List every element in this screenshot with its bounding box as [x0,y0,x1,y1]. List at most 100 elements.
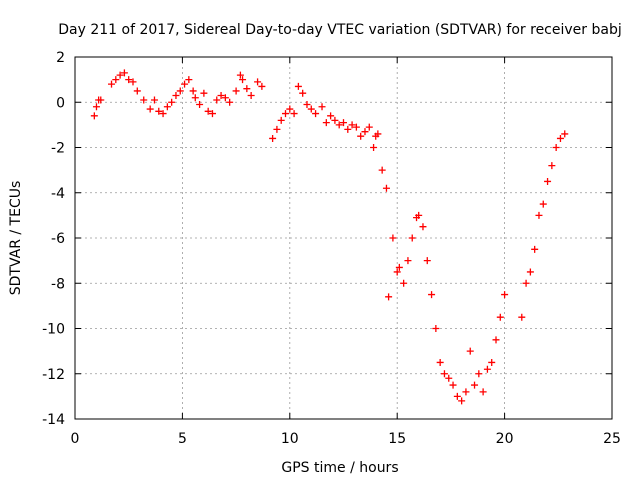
data-point [335,121,343,129]
data-point [445,374,453,382]
data-point [286,105,294,113]
chart-title: Day 211 of 2017, Sidereal Day-to-day VTE… [58,22,621,38]
data-point [548,162,556,170]
data-point [348,121,356,129]
data-marks [90,69,569,405]
data-point [428,291,436,299]
y-tick-label: 0 [56,95,65,111]
data-point [294,82,302,90]
grid [75,57,612,419]
data-point [307,105,315,113]
data-point [303,101,311,109]
y-tick-label: -6 [51,231,65,247]
data-point [120,69,128,77]
data-point [449,381,457,389]
data-point [232,87,240,95]
x-axis-label: GPS time / hours [281,460,398,476]
data-point [400,279,408,287]
y-tick-label: -10 [42,322,65,338]
x-tick-label: 0 [71,431,80,447]
data-point [155,107,163,115]
data-point [561,130,569,138]
y-tick-label: -2 [51,141,65,157]
axis-ticks: 0 5 10 15 20 25 -14 -12 -10 -8 -6 -4 -2 0 2 [42,50,621,447]
y-axis-label: SDTVAR / TECUs [8,181,24,296]
data-point [479,388,487,396]
data-point [539,200,547,208]
data-point [475,370,483,378]
data-point [462,388,470,396]
data-point [226,98,234,106]
data-point [389,234,397,242]
data-point [471,381,479,389]
data-point [312,110,320,118]
data-point [185,76,193,84]
data-point [318,103,326,111]
data-point [404,257,412,265]
data-point [440,370,448,378]
data-point [191,94,199,102]
data-point [176,87,184,95]
data-point [140,96,148,104]
data-point [172,91,180,99]
data-point [90,112,98,120]
data-point [370,144,378,151]
data-point [423,257,431,265]
data-point [282,110,290,118]
data-point [189,87,197,95]
data-point [200,89,208,97]
data-point [419,223,427,231]
data-point [458,397,466,405]
data-point [483,365,491,373]
data-point [357,132,365,140]
data-point [385,293,393,301]
data-point [393,268,401,276]
data-point [436,358,444,366]
y-tick-label: -14 [42,412,65,428]
data-point [129,78,137,86]
data-point [196,101,204,109]
data-point [204,107,212,115]
data-point [146,105,154,113]
data-point [290,110,298,118]
data-point [181,80,189,88]
data-point [112,76,120,84]
data-point [361,128,369,136]
x-tick-label: 5 [178,431,187,447]
data-point [344,125,352,133]
x-tick-label: 25 [603,431,621,447]
data-point [273,125,281,133]
data-point [213,96,221,104]
data-point [208,110,216,118]
x-tick-label: 15 [388,431,406,447]
data-point [556,134,564,142]
data-point [269,134,277,142]
data-point [496,313,504,321]
data-point [236,71,244,79]
data-point [150,96,158,104]
data-point [352,123,360,131]
data-point [277,116,285,124]
data-point [322,119,330,127]
data-point [221,94,229,102]
data-point [488,358,496,366]
data-point [327,112,335,120]
data-point [331,116,339,124]
data-point [552,144,560,151]
data-point [408,234,416,242]
data-point [522,279,530,287]
data-point [378,166,386,174]
data-point [535,211,543,219]
y-tick-label: -12 [42,367,65,383]
data-point [382,184,390,192]
data-point [168,98,176,106]
y-tick-label: 2 [56,50,65,66]
data-point [432,325,440,332]
data-point [340,119,347,127]
y-tick-label: -8 [51,276,65,292]
data-point [116,71,124,79]
data-point [492,336,500,344]
data-point [97,96,105,104]
data-point [518,313,526,321]
data-point [133,87,141,95]
